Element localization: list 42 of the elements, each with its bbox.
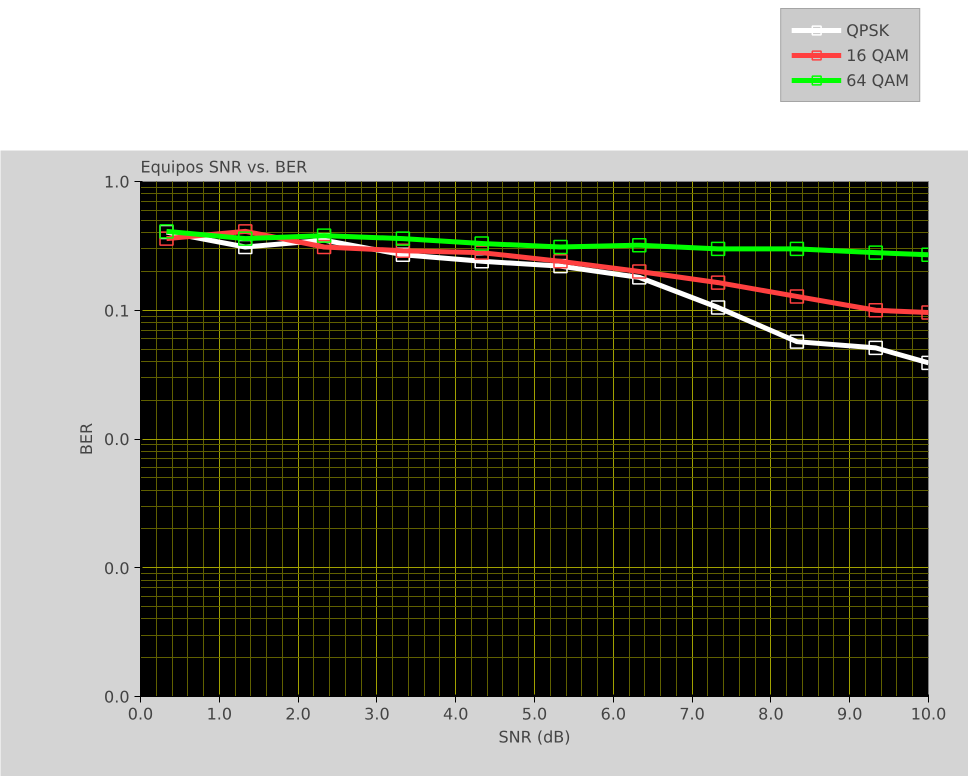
x-axis-title: SNR (dB): [498, 728, 570, 746]
point: [316, 228, 332, 243]
legend-label: 16 QAM: [846, 46, 909, 64]
x-tick-label: 10.0: [910, 704, 946, 724]
point: [474, 236, 489, 251]
x-tick-label: 2.0: [285, 704, 311, 724]
point: [396, 231, 410, 246]
point: [790, 289, 804, 304]
x-tick-label: 4.0: [442, 704, 468, 724]
y-tick-label: 1.0: [104, 172, 130, 192]
point: [790, 334, 804, 349]
chart-title: Equipos SNR vs. BER: [140, 158, 308, 176]
y-axis-title: BER: [77, 422, 96, 456]
point: [868, 245, 883, 260]
point: [710, 275, 726, 290]
y-tick-label: 0.0: [104, 558, 130, 578]
point: [474, 245, 489, 260]
x-tick-label: 1.0: [206, 704, 232, 724]
point: [710, 242, 726, 256]
point: [868, 340, 883, 356]
x-tick-label: 7.0: [679, 704, 705, 724]
point: [632, 264, 647, 279]
point: [238, 231, 253, 246]
point: [316, 240, 332, 254]
point: [553, 254, 568, 269]
x-tick-label: 5.0: [522, 704, 548, 724]
y-tick-label: 0.0: [104, 430, 130, 449]
x-tick-label: 9.0: [836, 704, 862, 724]
legend-label: 64 QAM: [846, 70, 909, 90]
point: [710, 300, 726, 315]
y-tick-label: 0.1: [104, 301, 130, 320]
x-tick-label: 6.0: [600, 704, 626, 724]
x-tick-label: 0.0: [128, 704, 154, 724]
point: [790, 242, 804, 256]
point: [553, 240, 568, 254]
x-tick-label: 3.0: [364, 704, 390, 724]
y-tick-label: 0.0: [104, 688, 130, 706]
point: [868, 303, 883, 318]
x-tick-label: 8.0: [758, 704, 784, 724]
point: [632, 238, 647, 252]
point: [396, 243, 410, 258]
legend-label: QPSK: [846, 20, 890, 40]
